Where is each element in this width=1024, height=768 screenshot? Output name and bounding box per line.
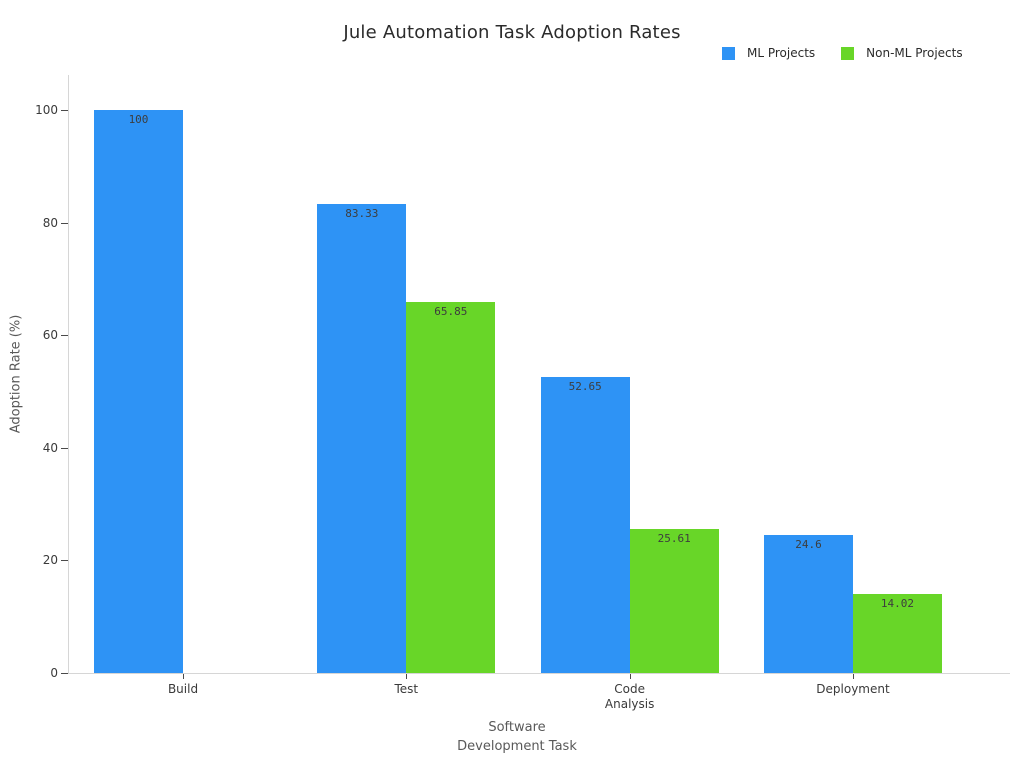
chart-title: Jule Automation Task Adoption Rates xyxy=(343,22,681,43)
x-tick xyxy=(183,673,184,679)
x-tick xyxy=(629,673,631,679)
bar xyxy=(629,528,719,673)
bar xyxy=(852,594,942,673)
y-tick xyxy=(61,110,68,111)
y-tick-label: 0 xyxy=(50,666,58,680)
bar-value-label: 25.61 xyxy=(657,531,691,545)
bar-value-label: 24.6 xyxy=(795,537,822,551)
bar-value-label: 100 xyxy=(128,113,149,126)
bar xyxy=(540,376,630,673)
legend-label-ml: ML Projects xyxy=(747,46,816,60)
x-tick-label: Build xyxy=(167,682,199,696)
bar xyxy=(94,110,183,673)
bar xyxy=(317,203,407,673)
y-tick-label: 40 xyxy=(42,440,58,455)
legend-item-non-ml-projects: Non-ML Projects xyxy=(841,46,963,60)
bar-value-label: 14.02 xyxy=(880,597,915,611)
plot-area: 0 20 40 60 80 100 Build 100 Test 83.33 65.85 Code A… xyxy=(35,75,1010,711)
legend: ML Projects Non-ML Projects xyxy=(722,46,963,60)
y-tick xyxy=(61,335,68,337)
y-tick-label: 20 xyxy=(42,553,58,568)
y-tick-label: 60 xyxy=(42,328,58,343)
x-tick xyxy=(406,673,408,679)
y-tick xyxy=(61,673,68,674)
y-tick xyxy=(61,447,68,449)
x-tick-label: Deployment xyxy=(816,682,890,696)
legend-swatch-non-ml-icon xyxy=(841,46,855,60)
bar-value-label: 65.85 xyxy=(434,305,468,319)
bar-value-label: 52.65 xyxy=(568,379,602,393)
bar xyxy=(763,534,853,673)
y-tick xyxy=(61,560,68,562)
legend-label-non-ml: Non-ML Projects xyxy=(866,46,963,60)
y-tick-label: 100 xyxy=(35,103,58,117)
legend-item-ml-projects: ML Projects xyxy=(722,46,815,60)
y-axis-line xyxy=(68,75,69,673)
x-tick xyxy=(852,673,854,679)
bar xyxy=(406,302,496,673)
bar-value-label: 83.33 xyxy=(345,206,379,220)
x-tick-label: Test xyxy=(394,682,419,696)
y-tick-label: 80 xyxy=(42,215,58,230)
x-axis-title: Software Development Task xyxy=(457,720,577,754)
x-tick-label: Code Analysis xyxy=(604,682,655,711)
y-tick xyxy=(61,222,68,224)
x-axis-line xyxy=(68,673,1010,674)
legend-swatch-ml-icon xyxy=(722,46,735,60)
